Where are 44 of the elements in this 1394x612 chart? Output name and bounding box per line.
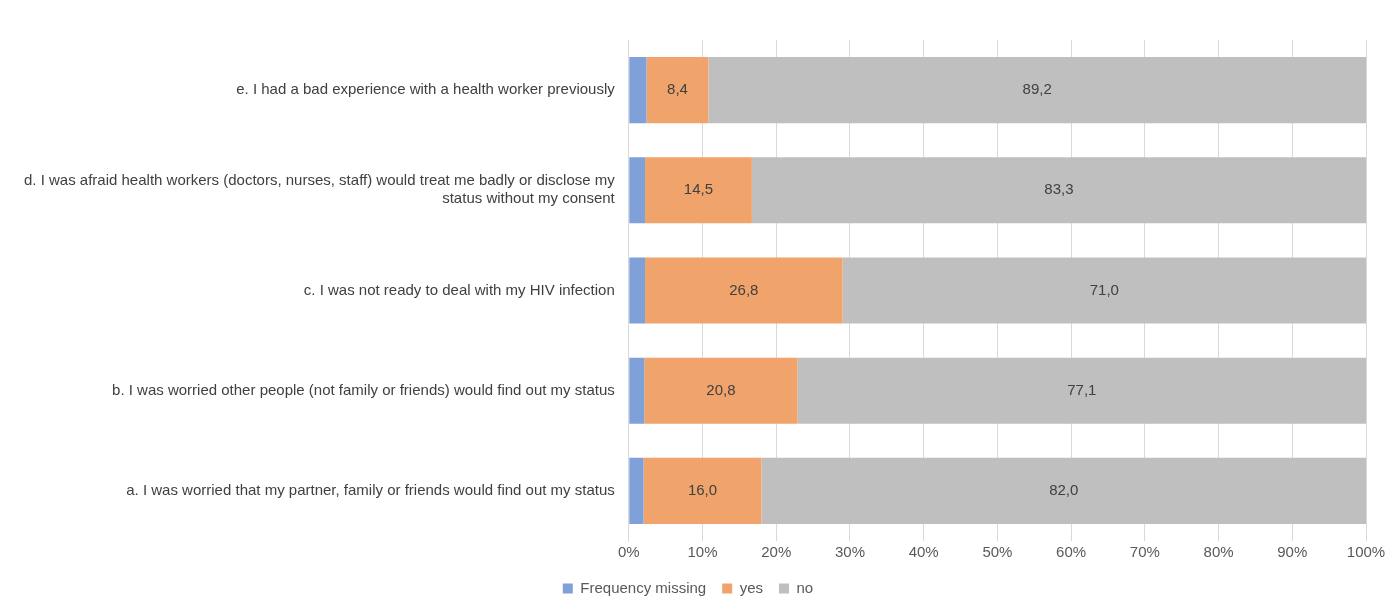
y-tick-label: a. I was worried that my partner, family or friends would find out my status (126, 481, 615, 499)
x-tick-label: 20% (761, 543, 792, 561)
legend-label: yes (739, 578, 764, 596)
data-label: 71,0 (1089, 280, 1119, 298)
y-tick-label: d. I was afraid health workers (doctors, nurses, staff) would treat me badly or disclose my status without my consent (23, 171, 616, 207)
y-tick-label: b. I was worried other people (not family or friends) would find out my status (112, 380, 615, 398)
data-label: 14,5 (683, 180, 714, 198)
bar (708, 57, 1366, 124)
x-tick-label: 70% (1129, 543, 1160, 561)
data-label: 8,4 (667, 80, 688, 98)
bar (629, 157, 646, 224)
data-label: 82,0 (1049, 481, 1079, 499)
data-label: 83,3 (1044, 180, 1074, 198)
x-tick-label: 100% (1346, 543, 1386, 561)
bar (761, 457, 1366, 524)
x-tick-label: 10% (687, 543, 718, 561)
x-tick-label: 60% (1056, 543, 1087, 561)
x-tick-label: 50% (982, 543, 1013, 561)
x-tick-label: 40% (908, 543, 939, 561)
bar (629, 257, 646, 324)
bar (629, 357, 645, 424)
bar (644, 357, 798, 424)
bar (629, 57, 647, 124)
y-tick-label: c. I was not ready to deal with my HIV infection (303, 280, 615, 298)
x-tick-label: 30% (834, 543, 865, 561)
x-tick-label: 80% (1203, 543, 1234, 561)
bar (643, 457, 762, 524)
legend-label: no (796, 578, 814, 596)
bar (629, 457, 644, 524)
legend-label: Frequency missing (580, 578, 707, 596)
x-tick-label: 90% (1277, 543, 1308, 561)
bar (645, 157, 752, 224)
bar (645, 257, 843, 324)
bar (751, 157, 1366, 224)
y-tick-label: e. I had a bad experience with a health worker previously (236, 80, 616, 98)
data-label: 20,8 (706, 380, 736, 398)
data-label: 89,2 (1022, 80, 1052, 98)
data-label: 26,8 (729, 280, 759, 298)
bar (797, 357, 1366, 424)
data-label: 77,1 (1067, 380, 1097, 398)
bar (646, 57, 709, 124)
x-tick-label: 0% (617, 543, 640, 561)
data-label: 16,0 (687, 481, 718, 499)
bar (842, 257, 1366, 324)
